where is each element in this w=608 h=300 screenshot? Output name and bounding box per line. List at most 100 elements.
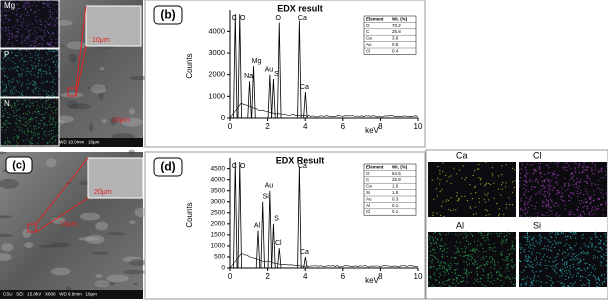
map-dot (55, 97, 56, 98)
map-dot (437, 246, 438, 247)
map-dot (567, 261, 568, 262)
peak-label: S (274, 216, 279, 223)
map-dot (16, 135, 17, 136)
map-dot (12, 12, 13, 13)
map-dot (543, 185, 544, 186)
map-dot (7, 42, 8, 43)
map-dot (38, 123, 39, 124)
map-dot (16, 81, 17, 82)
map-dot (519, 260, 520, 261)
map-dot (536, 257, 537, 258)
map-dot (527, 241, 528, 242)
map-dot (53, 79, 54, 80)
map-dot (10, 105, 11, 106)
map-dot (35, 41, 36, 42)
map-dot (526, 281, 527, 282)
map-dot (541, 270, 542, 271)
map-dot (531, 205, 532, 206)
map-dot (57, 50, 58, 51)
map-dot (598, 172, 599, 173)
map-dot (47, 125, 48, 126)
map-dot (571, 197, 572, 198)
map-dot (442, 266, 443, 267)
map-dot (454, 270, 455, 271)
map-dot (550, 257, 551, 258)
map-dot (585, 252, 586, 253)
map-dot (481, 244, 482, 245)
map-dot (506, 207, 507, 208)
map-dot (432, 179, 433, 180)
map-dot (452, 282, 453, 283)
map-dot (54, 18, 55, 19)
map-dot (565, 275, 566, 276)
map-dot (577, 273, 578, 274)
map-dot (24, 133, 25, 134)
map-dot (526, 182, 527, 183)
map-dot (42, 138, 43, 139)
map-dot (550, 199, 551, 200)
map-dot (38, 54, 39, 55)
map-dot (474, 252, 475, 253)
map-dot (530, 164, 531, 165)
map-dot (598, 180, 599, 181)
map-dot (435, 237, 436, 238)
map-dot (580, 190, 581, 191)
map-dot (17, 138, 18, 139)
map-dot (443, 216, 444, 217)
map-dot (32, 137, 33, 138)
map-dot (33, 126, 34, 127)
map-dot (429, 239, 430, 240)
map-dot (56, 11, 57, 12)
map-dot (601, 168, 602, 169)
map-dot (489, 214, 490, 215)
map-dot (598, 170, 599, 171)
map-dot (485, 251, 486, 252)
map-dot (519, 169, 520, 170)
map-dot (464, 252, 465, 253)
map-dot (466, 177, 467, 178)
map-dot (47, 54, 48, 55)
sem-texture (95, 280, 110, 287)
map-dot (22, 26, 23, 27)
map-dot (550, 266, 551, 267)
map-dot (480, 244, 481, 245)
map-dot (531, 281, 532, 282)
map-dot (482, 275, 483, 276)
y-tick-label: 3500 (211, 187, 226, 194)
sem-texture (61, 92, 84, 97)
map-dot (558, 192, 559, 193)
map-dot (468, 244, 469, 245)
map-dot (568, 253, 569, 254)
map-dot (432, 237, 433, 238)
map-dot (16, 70, 17, 71)
map-dot (1, 106, 2, 107)
map-dot (508, 270, 509, 271)
table-cell: Al (366, 203, 370, 208)
map-dot (560, 242, 561, 243)
map-dot (484, 185, 485, 186)
map-dot (521, 168, 522, 169)
map-dot (14, 36, 15, 37)
map-dot (5, 87, 6, 88)
map-dot (42, 104, 43, 105)
map-dot (590, 179, 591, 180)
map-dot (28, 24, 29, 25)
map-dot (562, 196, 563, 197)
map-dot (473, 214, 474, 215)
map-dot (524, 205, 525, 206)
map-dot (441, 245, 442, 246)
map-dot (524, 251, 525, 252)
map-dot (12, 52, 13, 53)
map-dot (604, 278, 605, 279)
map-dot (49, 131, 50, 132)
map-dot (430, 278, 431, 279)
map-dot (34, 46, 35, 47)
map-dot (499, 233, 500, 234)
map-dot (443, 262, 444, 263)
map-dot (477, 241, 478, 242)
map-dot (437, 268, 438, 269)
map-dot (53, 130, 54, 131)
map-label: P (4, 50, 9, 59)
map-dot (581, 252, 582, 253)
map-dot (21, 22, 22, 23)
